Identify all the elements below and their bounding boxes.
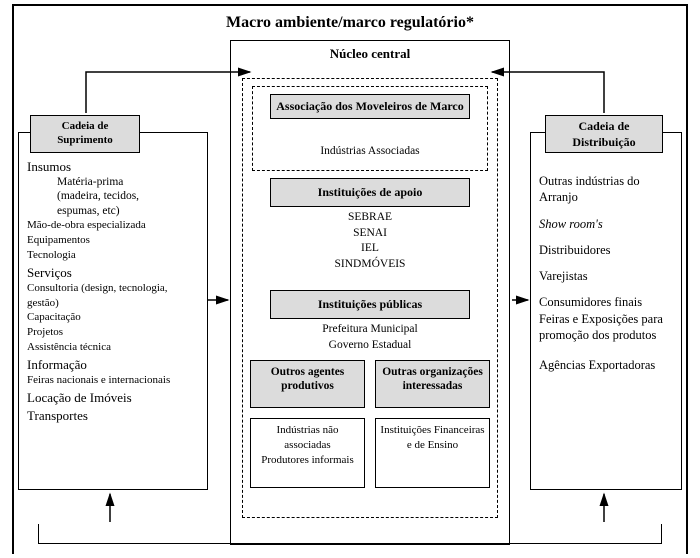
left-line: Mão-de-obra especializada [27,218,199,233]
apoio-line: SEBRAE [272,210,468,226]
left-line: Assistência técnica [27,340,199,355]
agentes-line: Indústrias não associadas [253,423,362,453]
left-insumos: Insumos [27,159,199,175]
right-header-l1: Cadeia de [579,119,630,133]
left-header-l1: Cadeia de [62,120,109,132]
organizacoes-line: Instituições Financeiras e de Ensino [378,423,487,453]
right-line: Consumidores finais [539,294,673,310]
left-line: Projetos [27,325,199,340]
association-body: Indústrias Associadas [270,140,470,164]
left-line: Tecnologia [27,248,199,263]
publicas-line: Prefeitura Municipal [272,322,468,338]
right-header: Cadeia de Distribuição [545,115,663,153]
left-header-l2: Suprimento [57,134,113,146]
apoio-line: SENAI [272,226,468,242]
left-transp: Transportes [27,408,199,424]
right-line: Feiras e Exposições para promoção dos pr… [539,311,673,344]
left-info: Informação [27,357,199,373]
left-header: Cadeia de Suprimento [30,115,140,153]
left-column: Insumos Matéria-prima (madeira, tecidos,… [18,132,208,490]
agentes-body: Indústrias não associadas Produtores inf… [250,418,365,488]
page-title: Macro ambiente/marco regulatório* [0,14,700,32]
right-line: Varejistas [539,268,673,284]
right-column: Outras indústrias do Arranjo Show room's… [530,132,682,490]
apoio-line: IEL [272,241,468,257]
organizacoes-body: Instituições Financeiras e de Ensino [375,418,490,488]
organizacoes-header: Outras organizações interessadas [375,360,490,408]
apoio-line: SINDMÓVEIS [272,257,468,273]
right-header-l2: Distribuição [572,135,635,149]
left-line: espumas, etc) [57,204,199,218]
right-line: Distribuidores [539,242,673,258]
association-header: Associação dos Moveleiros de Marco [270,94,470,119]
right-line: Outras indústrias do Arranjo [539,173,673,206]
left-line: Consultoria (design, tecnologia, gestão) [27,281,199,311]
nucleus-title: Núcleo central [230,46,510,62]
apoio-header: Instituições de apoio [270,178,470,207]
agentes-line: Produtores informais [253,453,362,468]
left-line: Matéria-prima [57,175,199,189]
agentes-header: Outros agentes produtivos [250,360,365,408]
publicas-header: Instituições públicas [270,290,470,319]
publicas-line: Governo Estadual [272,338,468,354]
publicas-body: Prefeitura Municipal Governo Estadual [270,318,470,358]
right-line: Agências Exportadoras [539,357,673,373]
left-line: (madeira, tecidos, [57,189,199,203]
left-line: Equipamentos [27,233,199,248]
apoio-body: SEBRAE SENAI IEL SINDMÓVEIS [270,206,470,280]
right-line: Show room's [539,216,673,232]
left-locacao: Locação de Imóveis [27,390,199,406]
left-line: Capacitação [27,310,199,325]
left-servicos: Serviços [27,265,199,281]
left-line: Feiras nacionais e internacionais [27,373,199,388]
